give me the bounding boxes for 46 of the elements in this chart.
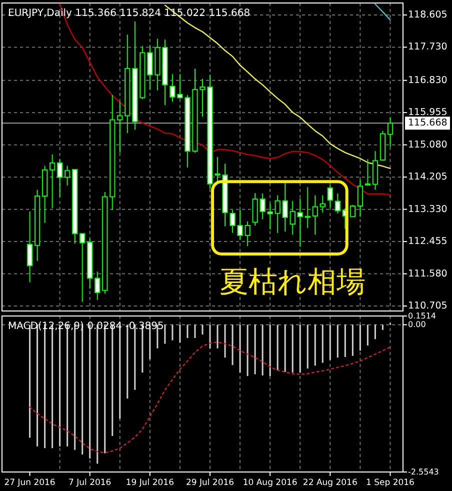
y-tick-label: 114.205 xyxy=(408,172,448,183)
y-tick-label: 111.580 xyxy=(408,268,448,280)
y-tick-label: 115.080 xyxy=(408,139,448,150)
annotation: 夏枯れ相場 xyxy=(220,264,366,299)
y-tick-label: 0.00 xyxy=(408,320,426,330)
candlestick xyxy=(357,178,364,218)
candlestick xyxy=(290,200,296,236)
y-tick-label: 118.605 xyxy=(408,9,448,20)
line-series xyxy=(29,341,391,454)
candlestick xyxy=(304,186,310,229)
candlestick xyxy=(334,192,340,214)
y-tick-label: -2.5543 xyxy=(408,468,439,476)
candlestick xyxy=(364,158,371,186)
candlestick xyxy=(327,184,333,208)
y-tick-label: 112.455 xyxy=(408,236,448,248)
candlestick xyxy=(64,165,70,186)
y-tick-label: 115.955 xyxy=(408,107,448,118)
ref-line-label: 115.668 xyxy=(408,118,448,129)
candlestick xyxy=(387,116,394,148)
candlestick xyxy=(312,194,318,236)
candlestick xyxy=(117,101,123,154)
candlestick xyxy=(372,150,378,190)
candlestick xyxy=(56,158,63,198)
y-tick-label: 110.705 xyxy=(408,300,448,312)
line-series xyxy=(164,4,391,170)
y-tick-label: 117.730 xyxy=(408,42,448,53)
x-tick-label: 1 Sep 2016 xyxy=(366,478,414,488)
x-tick-label: 10 Aug 2016 xyxy=(242,478,298,488)
x-tick-label: 29 Jul 2016 xyxy=(186,478,234,488)
x-tick-label: 22 Aug 2016 xyxy=(302,478,358,488)
candlestick xyxy=(297,198,303,248)
x-tick-label: 27 Jun 2016 xyxy=(4,478,56,488)
y-tick-label: 113.330 xyxy=(408,204,448,215)
candlestick xyxy=(350,204,356,218)
candlestick xyxy=(94,271,100,300)
y-tick-label: 116.830 xyxy=(408,74,448,86)
candlestick xyxy=(274,194,280,234)
x-tick-label: 19 Jul 2016 xyxy=(126,478,174,488)
candlestick xyxy=(267,202,273,230)
candlestick xyxy=(49,154,56,209)
x-tick-label: 7 Jul 2016 xyxy=(68,478,112,488)
candlestick xyxy=(282,182,288,232)
candlestick xyxy=(80,233,86,302)
candlestick xyxy=(26,211,33,283)
candlestick xyxy=(320,194,326,214)
y-tick-label: 0.1514 xyxy=(408,312,436,320)
